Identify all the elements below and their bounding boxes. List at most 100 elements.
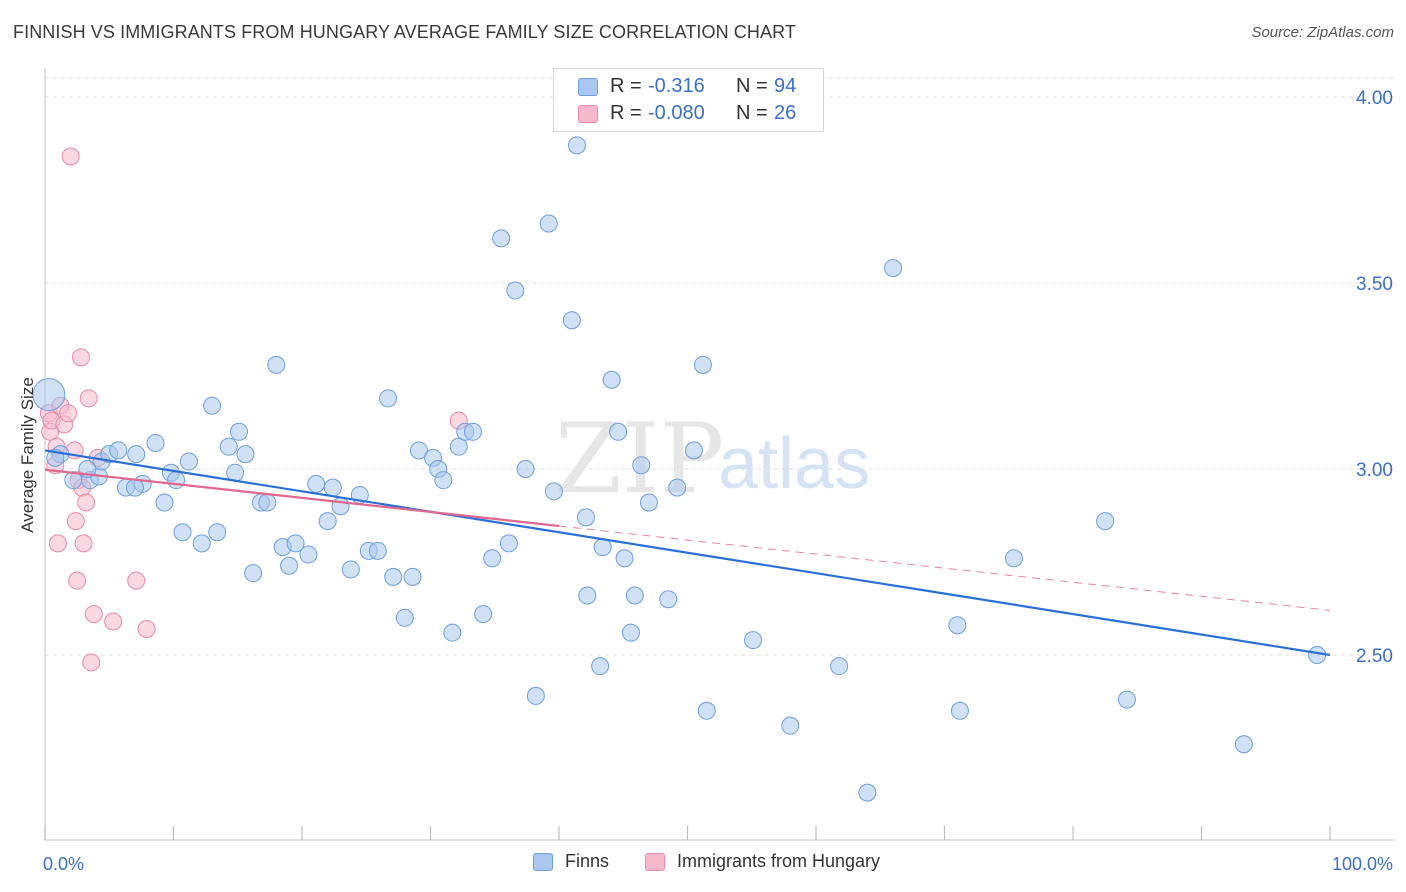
finns-point bbox=[434, 471, 453, 490]
finns-point bbox=[544, 482, 563, 501]
y-tick-label: 4.00 bbox=[1356, 88, 1393, 109]
hungary-legend-label: Immigrants from Hungary bbox=[677, 851, 881, 871]
finns-swatch bbox=[578, 78, 598, 96]
hungary-legend-swatch bbox=[645, 853, 665, 871]
watermark: ZIP atlas bbox=[555, 403, 870, 515]
finns-point bbox=[258, 493, 277, 512]
finns-point bbox=[299, 545, 318, 564]
finns-point bbox=[318, 512, 337, 531]
finns-point bbox=[639, 493, 658, 512]
hungary-swatch bbox=[578, 105, 598, 123]
finns-point bbox=[192, 534, 211, 553]
finns-point bbox=[591, 657, 610, 676]
finns-point bbox=[1234, 735, 1253, 754]
finns-point bbox=[668, 478, 687, 497]
finns-legend-label: Finns bbox=[565, 851, 610, 871]
hungary-point bbox=[68, 571, 87, 590]
finns-point bbox=[267, 355, 286, 374]
finns-point bbox=[781, 716, 800, 735]
x-tick-label: 100.0% bbox=[1332, 854, 1393, 874]
finns-point bbox=[609, 422, 628, 441]
hungary-point bbox=[82, 653, 101, 672]
y-tick-label: 3.50 bbox=[1356, 274, 1393, 295]
finns-point bbox=[307, 474, 326, 493]
correlation-legend: R = -0.316 N = 94 R = -0.080 N = 26 bbox=[553, 68, 824, 132]
r-label: R = bbox=[610, 75, 642, 97]
tick-labels: 2.50 3.00 3.50 4.00 0.0% 100.0% bbox=[43, 88, 1393, 874]
hungary-trend-line-solid bbox=[44, 468, 560, 528]
finns-point bbox=[697, 701, 716, 720]
hungary-point bbox=[66, 512, 85, 531]
finns-point bbox=[403, 567, 422, 586]
finns-point bbox=[948, 616, 967, 635]
finns-point bbox=[155, 493, 174, 512]
hungary-point bbox=[74, 534, 93, 553]
finns-point bbox=[125, 478, 144, 497]
finns-point bbox=[506, 281, 525, 300]
finns-point bbox=[409, 441, 428, 460]
finns-point bbox=[167, 471, 186, 490]
hungary-r-value: -0.080 bbox=[648, 102, 705, 124]
finns-point bbox=[539, 214, 558, 233]
finns-point bbox=[379, 389, 398, 408]
finns-point bbox=[562, 311, 581, 330]
finns-point bbox=[576, 508, 595, 527]
series-hungary-points bbox=[39, 147, 468, 672]
watermark-atlas: atlas bbox=[718, 424, 870, 504]
finns-point bbox=[567, 136, 586, 155]
finns-point bbox=[323, 478, 342, 497]
finns-point bbox=[244, 564, 263, 583]
finns-point bbox=[443, 623, 462, 642]
finns-point bbox=[331, 497, 350, 516]
hungary-point bbox=[127, 571, 146, 590]
finns-point bbox=[463, 422, 482, 441]
finns-point bbox=[621, 623, 640, 642]
finns-point bbox=[341, 560, 360, 579]
n-label: N = bbox=[736, 75, 768, 97]
finns-point bbox=[449, 437, 468, 456]
chart-title: FINNISH VS IMMIGRANTS FROM HUNGARY AVERA… bbox=[13, 22, 796, 42]
finns-point bbox=[858, 783, 877, 802]
x-tick-label: 0.0% bbox=[43, 854, 84, 874]
finns-n-value: 94 bbox=[774, 75, 797, 97]
finns-point bbox=[1096, 512, 1115, 531]
finns-point bbox=[625, 586, 644, 605]
finns-point bbox=[632, 456, 651, 475]
source-credit: Source: ZipAtlas.com bbox=[1251, 24, 1394, 41]
finns-point bbox=[602, 370, 621, 389]
finns-point bbox=[830, 657, 849, 676]
y-tick-label: 2.50 bbox=[1356, 646, 1393, 667]
y-axis-label: Average Family Size bbox=[18, 377, 37, 533]
hungary-point bbox=[137, 619, 156, 638]
finns-point bbox=[384, 567, 403, 586]
n-label: N = bbox=[736, 102, 768, 124]
hungary-point bbox=[48, 534, 67, 553]
finns-legend-swatch bbox=[533, 853, 553, 871]
finns-point bbox=[280, 556, 299, 575]
trend-lines bbox=[44, 449, 1331, 657]
finns-point bbox=[615, 549, 634, 568]
finns-point bbox=[32, 378, 66, 412]
finns-point bbox=[109, 441, 128, 460]
finns-point bbox=[173, 523, 192, 542]
hungary-point bbox=[59, 404, 78, 423]
hungary-trend-line-dashed bbox=[558, 525, 1331, 611]
finns-point bbox=[395, 608, 414, 627]
finns-point bbox=[179, 452, 198, 471]
finns-point bbox=[203, 396, 222, 415]
finns-point bbox=[684, 441, 703, 460]
finns-point bbox=[1004, 549, 1023, 568]
hungary-point bbox=[71, 348, 90, 367]
axes bbox=[44, 68, 1394, 841]
hungary-point bbox=[79, 389, 98, 408]
finns-point bbox=[950, 701, 969, 720]
hungary-point bbox=[104, 612, 123, 631]
finns-point bbox=[368, 541, 387, 560]
r-label: R = bbox=[610, 102, 642, 124]
finns-point bbox=[516, 460, 535, 478]
finns-point bbox=[1117, 690, 1136, 709]
finns-point bbox=[744, 631, 763, 650]
finns-point bbox=[474, 605, 493, 624]
finns-point bbox=[659, 590, 678, 609]
